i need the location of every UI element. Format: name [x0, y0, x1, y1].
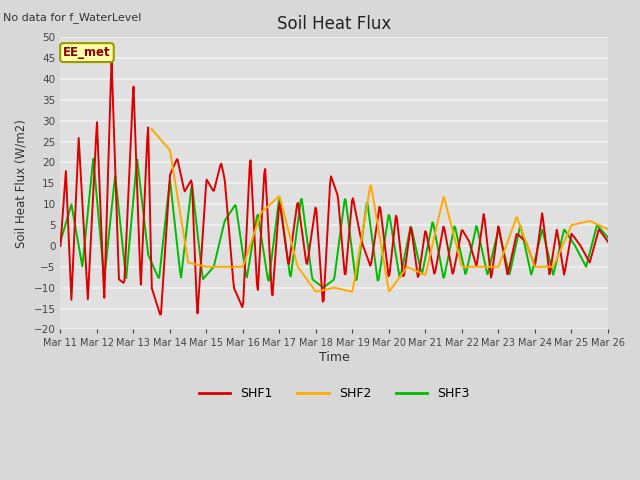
SHF3: [381, 236, 388, 241]
SHF1: [199, 228, 207, 234]
SHF2: [453, 245, 461, 251]
SHF1: [381, 243, 388, 249]
SHF1: [604, 239, 612, 245]
SHF1: [470, 257, 478, 263]
SHF1: [154, 306, 162, 312]
SHF3: [320, 285, 328, 290]
SHF3: [198, 271, 206, 276]
SHF3: [56, 239, 64, 245]
Title: Soil Heat Flux: Soil Heat Flux: [277, 15, 391, 33]
SHF2: [265, 203, 273, 208]
SHF1: [56, 243, 64, 249]
SHF2: [355, 251, 363, 256]
SHF1: [424, 239, 432, 244]
Line: SHF2: SHF2: [152, 129, 608, 292]
SHF3: [154, 275, 162, 280]
SHF2: [148, 126, 156, 132]
Text: EE_met: EE_met: [63, 46, 111, 59]
Line: SHF1: SHF1: [60, 61, 608, 314]
SHF2: [228, 264, 236, 270]
Y-axis label: Soil Heat Flux (W/m2): Soil Heat Flux (W/m2): [15, 119, 28, 248]
X-axis label: Time: Time: [319, 351, 349, 364]
Text: No data for f_WaterLevel: No data for f_WaterLevel: [3, 12, 141, 23]
SHF1: [156, 312, 164, 317]
SHF3: [424, 242, 432, 248]
SHF1: [306, 242, 314, 248]
SHF2: [312, 289, 320, 295]
SHF2: [417, 270, 425, 276]
SHF3: [604, 235, 612, 240]
SHF1: [108, 58, 115, 64]
Legend: SHF1, SHF2, SHF3: SHF1, SHF2, SHF3: [194, 382, 475, 405]
Line: SHF3: SHF3: [60, 159, 608, 288]
SHF2: [492, 264, 500, 270]
SHF3: [90, 156, 97, 162]
SHF2: [604, 227, 612, 232]
SHF3: [305, 252, 313, 258]
SHF3: [470, 231, 478, 237]
